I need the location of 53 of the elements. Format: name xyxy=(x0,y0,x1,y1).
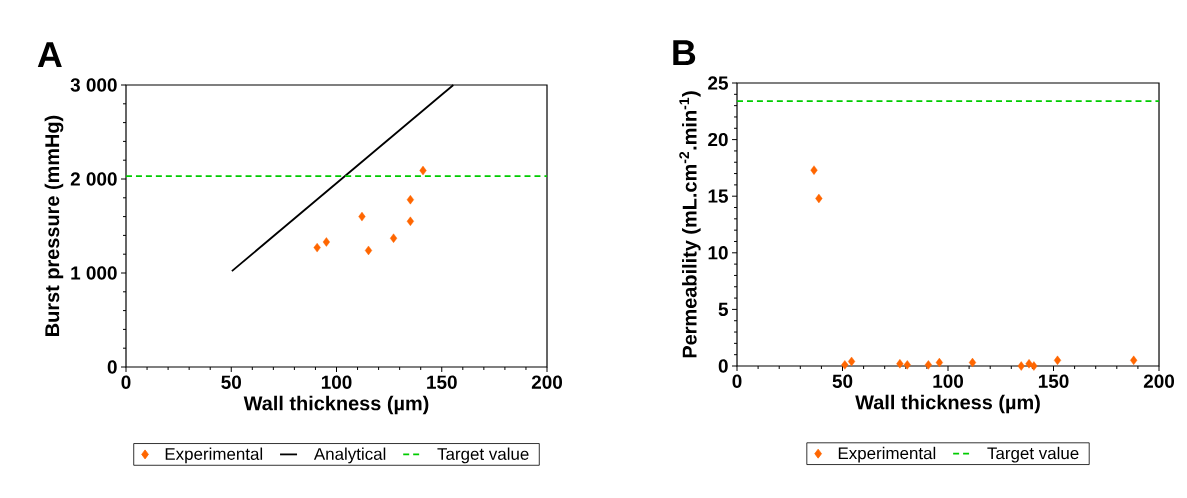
point xyxy=(1053,355,1062,366)
x-tick-label: 200 xyxy=(531,375,563,389)
point xyxy=(935,357,943,368)
point xyxy=(924,360,932,370)
point xyxy=(1017,361,1025,371)
y-axis-title: Burst pressure (mmHg) xyxy=(44,115,64,336)
point xyxy=(810,165,818,175)
y-tick-label: 25 xyxy=(708,76,728,90)
point xyxy=(1130,355,1138,366)
point xyxy=(406,195,414,205)
y-tick-label: 5 xyxy=(718,302,728,317)
legend-label: Experimental xyxy=(838,446,936,463)
x-tick-label: 150 xyxy=(1038,374,1069,388)
y-tick-label: 1 000 xyxy=(71,266,117,280)
x-tick-label: 100 xyxy=(321,375,352,389)
point xyxy=(1030,361,1038,371)
x-tick-label: 100 xyxy=(933,374,964,388)
y-tick-label: 20 xyxy=(708,132,728,147)
x-tick-label: 0 xyxy=(732,374,742,388)
x-tick-label: 150 xyxy=(427,375,457,389)
point xyxy=(406,216,414,226)
point xyxy=(313,242,321,253)
point xyxy=(364,245,373,256)
point xyxy=(968,357,977,368)
y-tick-label: 10 xyxy=(708,246,728,260)
y-tick-label: 3 000 xyxy=(70,78,117,92)
x-tick-label: 50 xyxy=(832,374,853,388)
point xyxy=(322,237,330,247)
legend-label: Target value xyxy=(437,447,529,464)
point xyxy=(419,165,427,176)
legend-label: Analytical xyxy=(313,447,386,464)
x-axis-title: Wall thickness (µm) xyxy=(855,394,1040,414)
legend-label: Experimental xyxy=(165,447,263,464)
point xyxy=(815,193,823,204)
y-axis-title: Permeability (mL.cm$^{-2}$.min$^{-1}$) xyxy=(679,91,701,358)
y-tick-label: 0 xyxy=(107,360,117,374)
point xyxy=(848,356,856,367)
point xyxy=(903,360,911,370)
point xyxy=(841,360,849,370)
y-tick-label: 2 000 xyxy=(70,172,117,186)
x-tick-label: 50 xyxy=(221,375,241,389)
point xyxy=(896,359,904,369)
y-tick-label: 0 xyxy=(718,359,728,373)
point xyxy=(389,233,398,243)
chart-title: B xyxy=(673,40,696,66)
y-tick-label: 15 xyxy=(708,189,728,203)
x-tick-label: 0 xyxy=(121,375,131,389)
legend-label: Target value xyxy=(987,446,1079,463)
point xyxy=(1025,359,1033,369)
x-tick-label: 200 xyxy=(1143,374,1175,388)
point xyxy=(358,211,366,222)
chart-title: A xyxy=(37,42,62,68)
x-axis-title: Wall thickness (µm) xyxy=(243,395,429,415)
